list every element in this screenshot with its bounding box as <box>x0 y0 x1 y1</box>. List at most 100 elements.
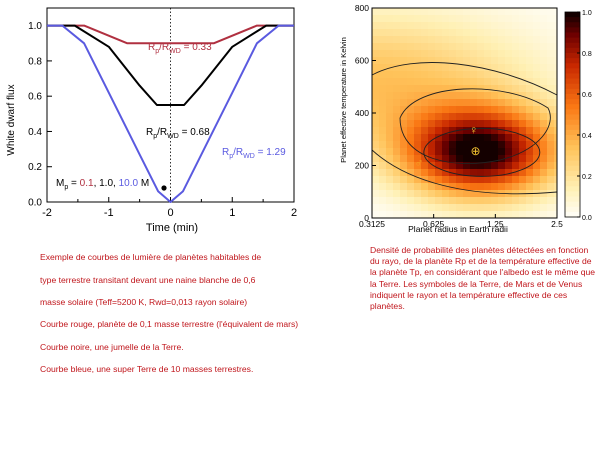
heatmap-cell <box>379 43 387 51</box>
heatmap-cell <box>512 36 520 44</box>
heatmap-cell <box>477 106 485 114</box>
heatmap-cell <box>449 50 457 58</box>
colorbar-segment <box>565 150 580 156</box>
heatmap-cell <box>428 141 436 149</box>
heatmap-cell <box>498 141 506 149</box>
heatmap-cell <box>470 106 478 114</box>
heatmap-cell <box>435 85 443 93</box>
heatmap-cell <box>456 15 464 23</box>
heatmap-cell <box>421 15 429 23</box>
heatmap-cell <box>540 134 548 142</box>
heatmap-cell <box>519 43 527 51</box>
heatmap-cell <box>498 99 506 107</box>
heatmap-cell <box>400 155 408 163</box>
heatmap-cell <box>470 29 478 37</box>
heatmap-cell <box>463 22 471 30</box>
heatmap-cell <box>449 8 457 16</box>
heatmap-cell <box>428 211 436 219</box>
heatmap-cell <box>533 162 541 170</box>
heatmap-cell <box>428 190 436 198</box>
heatmap-cell <box>379 15 387 23</box>
heatmap-cell <box>435 162 443 170</box>
heatmap-cell <box>463 15 471 23</box>
heatmap-cell <box>547 176 555 184</box>
heatmap-cell <box>400 176 408 184</box>
heatmap-cell <box>547 148 555 156</box>
heatmap-cell <box>386 106 394 114</box>
heatmap-cell <box>400 141 408 149</box>
heatmap-cell <box>456 204 464 212</box>
heatmap-cell <box>554 85 558 93</box>
heatmap-cell <box>463 162 471 170</box>
heatmap-cell <box>386 22 394 30</box>
heatmap-cell <box>435 64 443 72</box>
heatmap-cell <box>491 169 499 177</box>
heatmap-cell <box>407 57 415 65</box>
heatmap-cell <box>505 78 513 86</box>
earth-mass-dot <box>161 185 167 191</box>
heatmap-cell <box>477 8 485 16</box>
heatmap-cell <box>400 169 408 177</box>
heatmap-cell <box>484 155 492 163</box>
contour-outer <box>371 62 558 195</box>
heatmap-cell <box>456 183 464 191</box>
heatmap-cell <box>407 92 415 100</box>
heatmap-cell <box>519 120 527 128</box>
x-tick-label: 0 <box>167 207 173 219</box>
heatmap-tick-labels: 0.3125 0.625 1.25 2.5 0 200 400 600 800 <box>355 3 563 229</box>
heatmap-cell <box>442 141 450 149</box>
heatmap-cell <box>414 64 422 72</box>
heatmap-cell <box>414 106 422 114</box>
heatmap-cell <box>407 15 415 23</box>
heatmap-cell <box>554 127 558 135</box>
heatmap-cell <box>393 148 401 156</box>
heatmap-cell <box>526 211 534 219</box>
heatmap-cell <box>407 78 415 86</box>
heatmap-cell <box>442 169 450 177</box>
heatmap-cell <box>484 190 492 198</box>
heatmap-cell <box>484 57 492 65</box>
heatmap-cell <box>498 197 506 205</box>
heatmap-cell <box>512 127 520 135</box>
heatmap-cell <box>428 162 436 170</box>
heatmap-cell <box>540 211 548 219</box>
heatmap-cell <box>442 106 450 114</box>
heatmap-cell <box>533 78 541 86</box>
heatmap-cell <box>491 99 499 107</box>
colorbar-segment <box>565 135 580 141</box>
heatmap-cell <box>484 148 492 156</box>
heatmap-cell <box>379 22 387 30</box>
colorbar-segment <box>565 201 580 208</box>
heatmap-cell <box>372 169 380 177</box>
heatmap-cell <box>400 204 408 212</box>
heatmap-cell <box>372 211 380 219</box>
heatmap-cell <box>540 99 548 107</box>
heatmap-cell <box>547 134 555 142</box>
heatmap-cell <box>449 85 457 93</box>
heatmap-cell <box>491 113 499 121</box>
heatmap-cell <box>526 141 534 149</box>
heatmap-cell <box>400 64 408 72</box>
heatmap-cell <box>456 64 464 72</box>
heatmap-cell <box>484 169 492 177</box>
heatmap-cell <box>400 106 408 114</box>
colorbar-segment <box>565 94 580 100</box>
heatmap-cell <box>470 141 478 149</box>
heatmap-cell <box>463 120 471 128</box>
heatmap-cell <box>498 71 506 79</box>
heatmap-cell <box>526 120 534 128</box>
heatmap-cell <box>498 64 506 72</box>
heatmap-cell <box>498 148 506 156</box>
heatmap-cell <box>526 78 534 86</box>
colorbar-segment <box>565 58 580 64</box>
x-tick-label: -2 <box>42 207 52 219</box>
heatmap-cell <box>414 85 422 93</box>
heatmap-cell <box>463 71 471 79</box>
heatmap-cell <box>526 43 534 51</box>
heatmap-cell <box>505 43 513 51</box>
colorbar-segment <box>565 37 580 44</box>
heatmap-cell <box>400 148 408 156</box>
heatmap-cell <box>428 127 436 135</box>
heatmap-cell <box>484 176 492 184</box>
heatmap-cell <box>421 106 429 114</box>
